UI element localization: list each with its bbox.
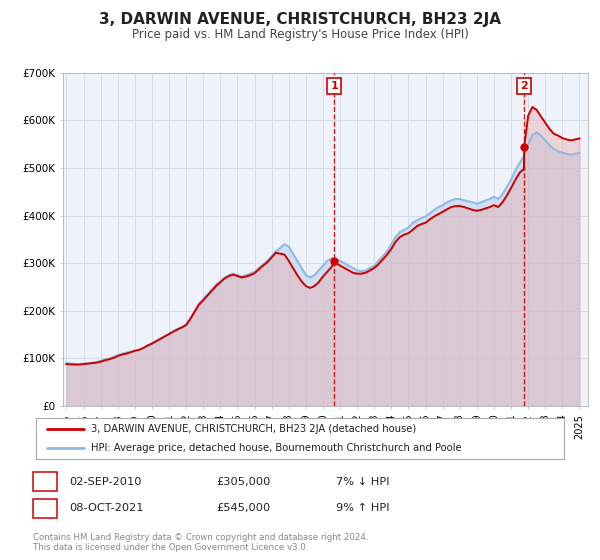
Text: 9% ↑ HPI: 9% ↑ HPI: [336, 503, 389, 514]
Text: £545,000: £545,000: [216, 503, 270, 514]
Text: 2: 2: [41, 502, 49, 515]
Text: £305,000: £305,000: [216, 477, 271, 487]
Text: Price paid vs. HM Land Registry's House Price Index (HPI): Price paid vs. HM Land Registry's House …: [131, 28, 469, 41]
Text: This data is licensed under the Open Government Licence v3.0.: This data is licensed under the Open Gov…: [33, 543, 308, 552]
Text: HPI: Average price, detached house, Bournemouth Christchurch and Poole: HPI: Average price, detached house, Bour…: [91, 443, 462, 453]
Text: 08-OCT-2021: 08-OCT-2021: [69, 503, 143, 514]
Text: 1: 1: [41, 475, 49, 488]
Text: 2: 2: [520, 81, 528, 91]
Text: 7% ↓ HPI: 7% ↓ HPI: [336, 477, 389, 487]
Text: 3, DARWIN AVENUE, CHRISTCHURCH, BH23 2JA: 3, DARWIN AVENUE, CHRISTCHURCH, BH23 2JA: [99, 12, 501, 27]
Text: 02-SEP-2010: 02-SEP-2010: [69, 477, 142, 487]
Text: 1: 1: [331, 81, 338, 91]
Text: Contains HM Land Registry data © Crown copyright and database right 2024.: Contains HM Land Registry data © Crown c…: [33, 533, 368, 542]
Text: 3, DARWIN AVENUE, CHRISTCHURCH, BH23 2JA (detached house): 3, DARWIN AVENUE, CHRISTCHURCH, BH23 2JA…: [91, 424, 416, 435]
